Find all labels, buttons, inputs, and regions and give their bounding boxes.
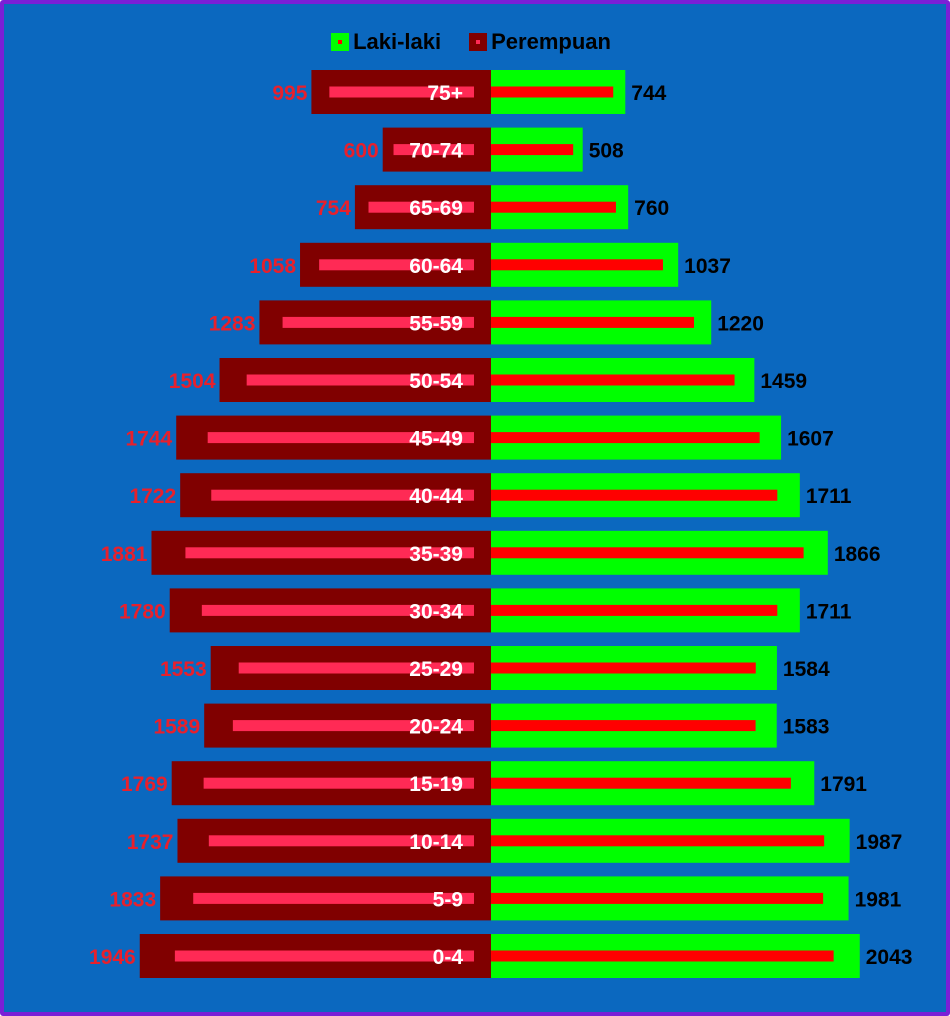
male-inner-bar-75+ — [491, 86, 614, 98]
female-value-label-45-49: 1744 — [125, 428, 172, 451]
male-value-label-10-14: 1987 — [856, 831, 903, 854]
age-label-5-9: 5-9 — [433, 888, 463, 911]
age-label-40-44: 40-44 — [409, 485, 463, 508]
female-inner-bar-0-4 — [174, 950, 474, 962]
age-label-75+: 75+ — [427, 82, 463, 105]
female-value-label-0-4: 1946 — [89, 946, 136, 969]
male-inner-bar-25-29 — [491, 662, 756, 674]
male-value-label-60-64: 1037 — [684, 255, 731, 278]
age-label-50-54: 50-54 — [409, 370, 463, 393]
legend-swatch-female — [469, 33, 488, 51]
female-inner-bar-55-59 — [282, 316, 474, 328]
female-value-label-50-54: 1504 — [169, 370, 216, 393]
male-value-label-40-44: 1711 — [806, 485, 852, 508]
female-inner-bar-25-29 — [238, 662, 474, 674]
age-label-10-14: 10-14 — [409, 831, 463, 854]
legend-label-male: Laki-laki — [353, 29, 442, 54]
female-inner-bar-20-24 — [232, 720, 474, 732]
male-inner-bar-15-19 — [491, 777, 791, 789]
legend-item-male: Laki-laki — [331, 29, 441, 55]
male-inner-bar-35-39 — [491, 547, 804, 559]
male-inner-bar-30-34 — [491, 604, 778, 616]
male-inner-bar-65-69 — [491, 201, 616, 213]
male-value-label-50-54: 1459 — [760, 370, 807, 393]
male-value-label-15-19: 1791 — [820, 773, 867, 796]
male-inner-bar-5-9 — [491, 892, 824, 904]
female-value-label-10-14: 1737 — [127, 831, 174, 854]
female-inner-bar-75+ — [329, 86, 474, 98]
legend-item-female: Perempuan — [469, 29, 611, 55]
male-value-label-20-24: 1583 — [783, 716, 830, 739]
male-inner-bar-45-49 — [491, 432, 760, 444]
age-label-0-4: 0-4 — [433, 946, 464, 969]
female-value-label-55-59: 1283 — [209, 312, 256, 335]
male-value-label-55-59: 1220 — [717, 312, 764, 335]
male-value-label-35-39: 1866 — [834, 543, 881, 566]
female-value-label-70-74: 600 — [344, 140, 379, 163]
male-inner-bar-40-44 — [491, 489, 778, 501]
female-inner-bar-70-74 — [393, 144, 474, 156]
male-value-label-70-74: 508 — [589, 140, 624, 163]
female-value-label-40-44: 1722 — [129, 485, 176, 508]
age-label-35-39: 35-39 — [409, 543, 463, 566]
male-inner-bar-0-4 — [491, 950, 834, 962]
female-inner-bar-10-14 — [208, 835, 475, 847]
male-inner-bar-55-59 — [491, 316, 694, 328]
female-value-label-15-19: 1769 — [121, 773, 168, 796]
female-inner-bar-40-44 — [211, 489, 474, 501]
legend: Laki-laki Perempuan — [0, 29, 942, 55]
female-inner-bar-5-9 — [193, 892, 474, 904]
female-value-label-25-29: 1553 — [160, 658, 207, 681]
male-inner-bar-20-24 — [491, 720, 756, 732]
female-inner-bar-15-19 — [203, 777, 474, 789]
male-value-label-45-49: 1607 — [787, 428, 834, 451]
male-value-label-65-69: 760 — [634, 197, 669, 220]
male-value-label-25-29: 1584 — [783, 658, 830, 681]
female-inner-bar-35-39 — [185, 547, 474, 559]
age-label-55-59: 55-59 — [409, 312, 463, 335]
male-inner-bar-60-64 — [491, 259, 663, 271]
age-label-65-69: 65-69 — [409, 197, 463, 220]
female-value-label-65-69: 754 — [316, 197, 351, 220]
female-inner-bar-45-49 — [207, 432, 474, 444]
female-value-label-30-34: 1780 — [119, 600, 166, 623]
male-inner-bar-10-14 — [491, 835, 825, 847]
female-inner-bar-30-34 — [201, 604, 475, 616]
male-value-label-30-34: 1711 — [806, 600, 852, 623]
male-value-label-5-9: 1981 — [855, 888, 902, 911]
female-value-label-20-24: 1589 — [153, 716, 200, 739]
male-value-label-0-4: 2043 — [866, 946, 913, 969]
age-label-25-29: 25-29 — [409, 658, 463, 681]
female-value-label-60-64: 1058 — [249, 255, 296, 278]
female-inner-bar-50-54 — [246, 374, 474, 386]
female-value-label-75+: 995 — [272, 82, 307, 105]
legend-swatch-male — [331, 33, 350, 51]
age-label-20-24: 20-24 — [409, 716, 463, 739]
female-inner-bar-60-64 — [319, 259, 474, 271]
age-label-60-64: 60-64 — [409, 255, 463, 278]
female-inner-bar-65-69 — [368, 201, 474, 213]
age-label-45-49: 45-49 — [409, 428, 463, 451]
age-label-30-34: 30-34 — [409, 600, 463, 623]
male-inner-bar-50-54 — [491, 374, 735, 386]
female-value-label-5-9: 1833 — [109, 888, 156, 911]
age-label-70-74: 70-74 — [409, 140, 463, 163]
age-label-15-19: 15-19 — [409, 773, 463, 796]
male-value-label-75+: 744 — [631, 82, 666, 105]
legend-label-female: Perempuan — [491, 29, 611, 54]
male-inner-bar-70-74 — [491, 144, 574, 156]
female-value-label-35-39: 1881 — [101, 543, 148, 566]
